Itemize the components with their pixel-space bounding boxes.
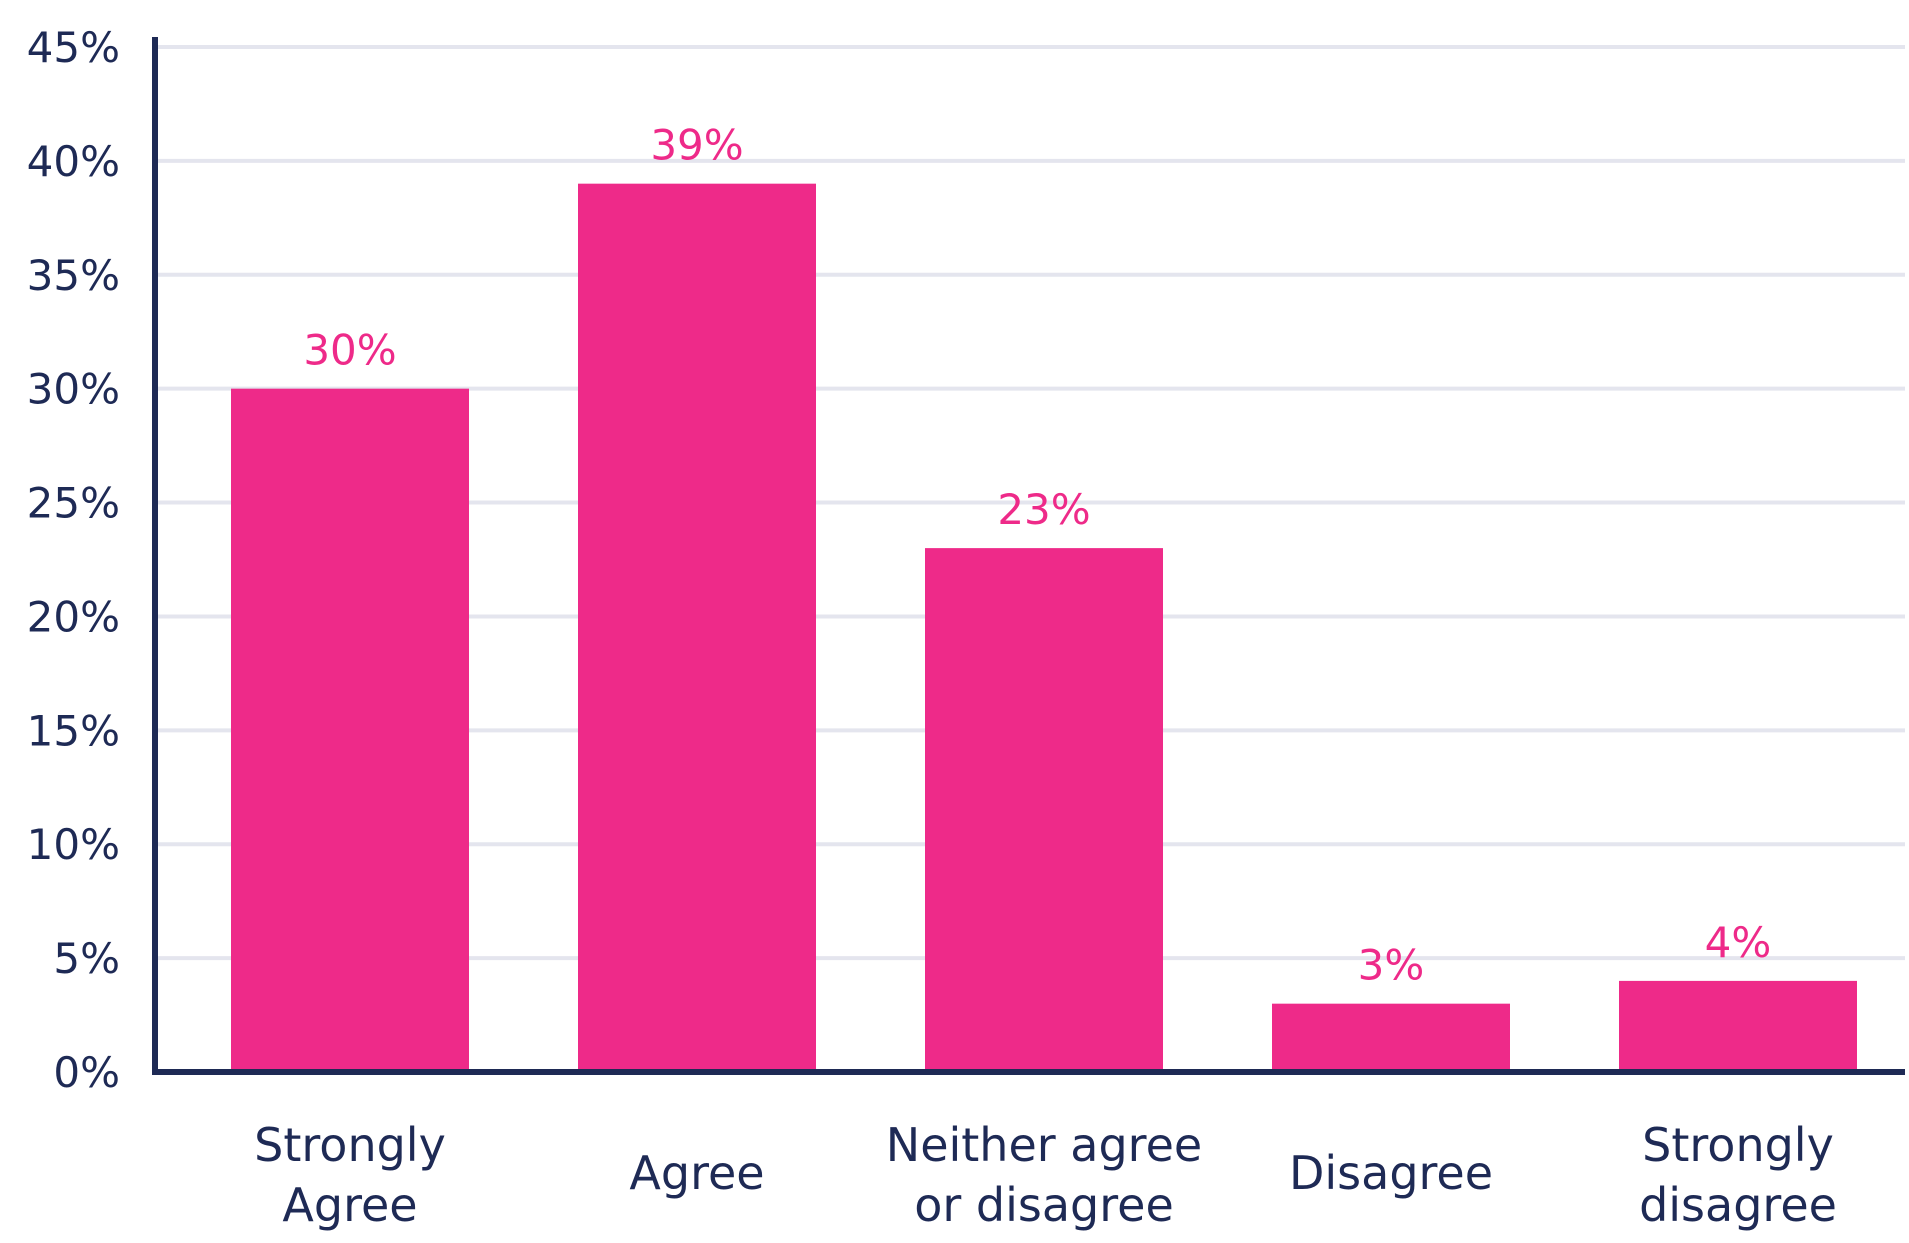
- bar: [1619, 980, 1857, 1072]
- x-category-label: Strongly: [254, 1118, 446, 1172]
- x-category-label: disagree: [1639, 1178, 1837, 1232]
- x-category-label: Agree: [282, 1178, 417, 1232]
- y-tick-label: 15%: [27, 706, 120, 755]
- value-labels: 30% 39% 23% 3% 4%: [303, 121, 1771, 990]
- bar: [231, 388, 469, 1073]
- y-tick-label: 40%: [27, 137, 120, 186]
- value-label: 30%: [303, 326, 396, 375]
- y-tick-label: 45%: [27, 23, 120, 72]
- y-tick-label: 20%: [27, 592, 120, 641]
- bar: [925, 548, 1163, 1072]
- bar: [578, 183, 816, 1072]
- x-category-label: Agree: [629, 1146, 764, 1200]
- y-tick-label: 35%: [27, 251, 120, 300]
- value-label: 39%: [650, 121, 743, 170]
- x-category-label: Neither agree: [886, 1118, 1202, 1172]
- x-axis-category-labels: Strongly Agree Agree Neither agree or disagr…: [254, 1118, 1837, 1232]
- y-tick-label: 10%: [27, 820, 120, 869]
- bar: [1272, 1003, 1510, 1072]
- bars: [231, 183, 1857, 1073]
- value-label: 3%: [1358, 941, 1425, 990]
- x-category-label: or disagree: [914, 1178, 1174, 1232]
- y-axis-tick-labels: 0% 5% 10% 15% 20% 25% 30% 35% 40% 45%: [27, 23, 120, 1097]
- y-tick-label: 5%: [53, 934, 120, 983]
- value-label: 23%: [997, 485, 1090, 534]
- x-category-label: Strongly: [1642, 1118, 1834, 1172]
- y-tick-label: 30%: [27, 365, 120, 414]
- value-label: 4%: [1705, 918, 1772, 967]
- y-tick-label: 0%: [53, 1048, 120, 1097]
- y-tick-label: 25%: [27, 479, 120, 528]
- x-category-label: Disagree: [1289, 1146, 1493, 1200]
